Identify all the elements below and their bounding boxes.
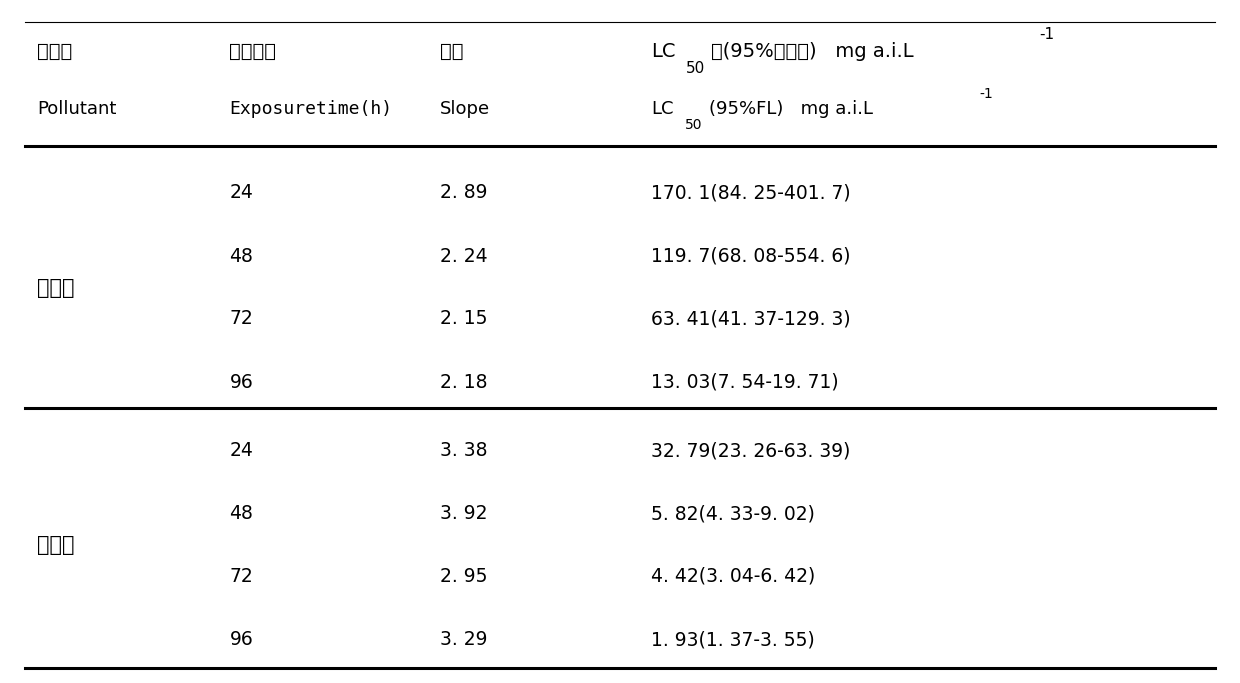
Text: 3. 38: 3. 38: [440, 441, 487, 460]
Text: 污染物: 污染物: [37, 42, 72, 61]
Text: 4. 42(3. 04-6. 42): 4. 42(3. 04-6. 42): [651, 567, 815, 586]
Text: 13. 03(7. 54-19. 71): 13. 03(7. 54-19. 71): [651, 373, 838, 392]
Text: 毒死蜱: 毒死蜱: [37, 277, 74, 298]
Text: 2. 15: 2. 15: [440, 309, 487, 329]
Text: 72: 72: [229, 309, 253, 329]
Text: LC: LC: [651, 100, 673, 118]
Text: 24: 24: [229, 183, 253, 202]
Text: -1: -1: [980, 87, 993, 100]
Text: Exposuretime(h): Exposuretime(h): [229, 100, 393, 118]
Text: Slope: Slope: [440, 100, 490, 118]
Text: 50: 50: [684, 118, 702, 132]
Text: 170. 1(84. 25-401. 7): 170. 1(84. 25-401. 7): [651, 183, 851, 202]
Text: 3. 29: 3. 29: [440, 630, 487, 650]
Text: 值(95%置信限)   mg a.i.L: 值(95%置信限) mg a.i.L: [711, 42, 913, 61]
Text: 96: 96: [229, 373, 253, 392]
Text: -1: -1: [1039, 27, 1054, 42]
Text: 50: 50: [686, 61, 706, 76]
Text: 2. 18: 2. 18: [440, 373, 487, 392]
Text: 72: 72: [229, 567, 253, 586]
Text: 48: 48: [229, 247, 253, 266]
Text: 32. 79(23. 26-63. 39): 32. 79(23. 26-63. 39): [651, 441, 851, 460]
Text: 斜率: 斜率: [440, 42, 464, 61]
Text: LC: LC: [651, 42, 676, 61]
Text: 5. 82(4. 33-9. 02): 5. 82(4. 33-9. 02): [651, 504, 815, 523]
Text: 2. 89: 2. 89: [440, 183, 487, 202]
Text: (95%FL)   mg a.i.L: (95%FL) mg a.i.L: [709, 100, 873, 118]
Text: 24: 24: [229, 441, 253, 460]
Text: 2. 95: 2. 95: [440, 567, 487, 586]
Text: 丁草胺: 丁草胺: [37, 535, 74, 555]
Text: 96: 96: [229, 630, 253, 650]
Text: 3. 92: 3. 92: [440, 504, 487, 523]
Text: 1. 93(1. 37-3. 55): 1. 93(1. 37-3. 55): [651, 630, 815, 650]
Text: 48: 48: [229, 504, 253, 523]
Text: Pollutant: Pollutant: [37, 100, 117, 118]
Text: 63. 41(41. 37-129. 3): 63. 41(41. 37-129. 3): [651, 309, 851, 329]
Text: 119. 7(68. 08-554. 6): 119. 7(68. 08-554. 6): [651, 247, 851, 266]
Text: 暴露时间: 暴露时间: [229, 42, 277, 61]
Text: 2. 24: 2. 24: [440, 247, 487, 266]
